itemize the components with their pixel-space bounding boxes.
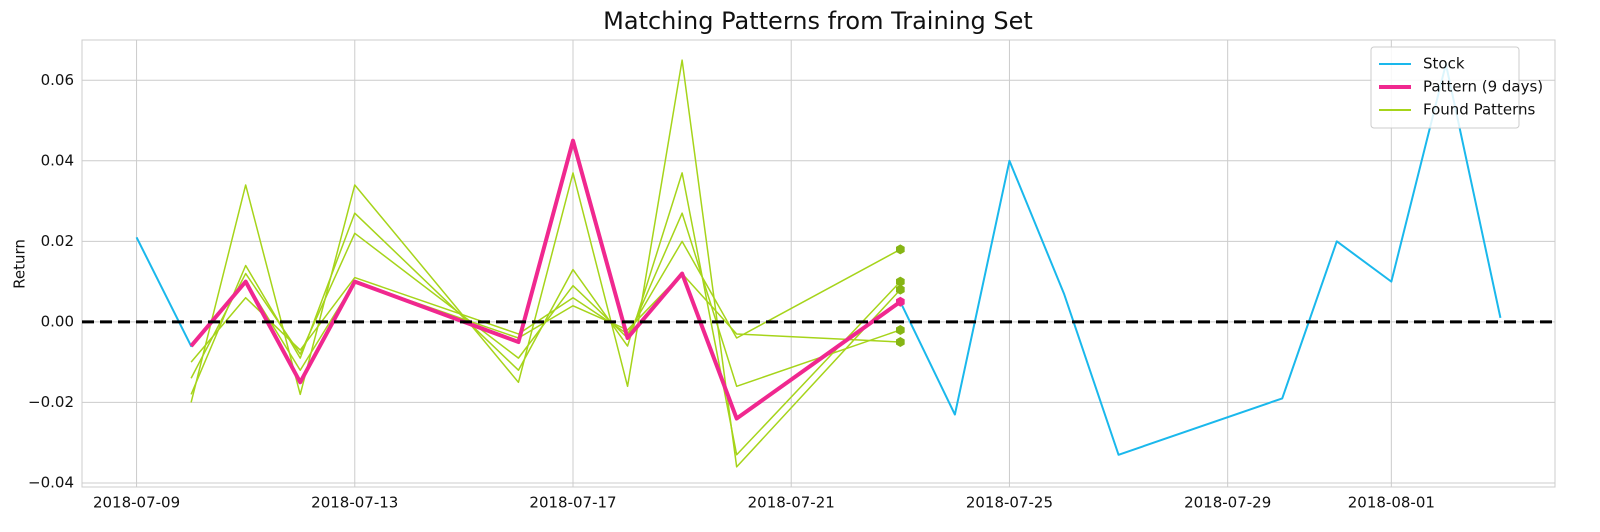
legend-label: Stock <box>1423 55 1465 73</box>
y-axis-label: Return <box>11 239 29 289</box>
found-pattern-end-marker <box>896 244 905 255</box>
y-tick-label: 0.06 <box>41 71 74 89</box>
plot-frame <box>81 39 1556 488</box>
x-tick-label: 2018-07-29 <box>1184 494 1271 512</box>
x-tick-label: 2018-07-21 <box>748 494 835 512</box>
x-tick-label: 2018-08-01 <box>1348 494 1435 512</box>
found-pattern-end-marker <box>896 276 905 287</box>
y-tick-label: −0.04 <box>28 473 74 491</box>
y-tick-label: 0.02 <box>41 232 74 250</box>
x-tick-label: 2018-07-09 <box>93 494 180 512</box>
series-line <box>135 63 1502 456</box>
legend-label: Found Patterns <box>1423 101 1536 119</box>
found-pattern-end-marker <box>896 284 905 295</box>
pattern-end-marker <box>896 296 905 307</box>
y-tick-label: 0.00 <box>41 312 74 330</box>
legend-box <box>1370 46 1520 129</box>
x-tick-label: 2018-07-17 <box>529 494 616 512</box>
legend-label: Pattern (9 days) <box>1423 78 1543 96</box>
y-tick-label: 0.04 <box>41 151 74 169</box>
found-pattern-line <box>190 272 901 371</box>
series-line <box>189 138 902 421</box>
found-pattern-line <box>190 59 901 468</box>
chart-title: Matching Patterns from Training Set <box>603 7 1033 35</box>
found-pattern-end-marker <box>896 324 905 335</box>
y-tick-label: −0.02 <box>28 393 74 411</box>
found-pattern-line <box>190 172 901 456</box>
found-pattern-end-marker <box>896 337 905 348</box>
x-tick-label: 2018-07-13 <box>311 494 398 512</box>
x-tick-label: 2018-07-25 <box>966 494 1053 512</box>
found-pattern-line <box>190 240 901 363</box>
